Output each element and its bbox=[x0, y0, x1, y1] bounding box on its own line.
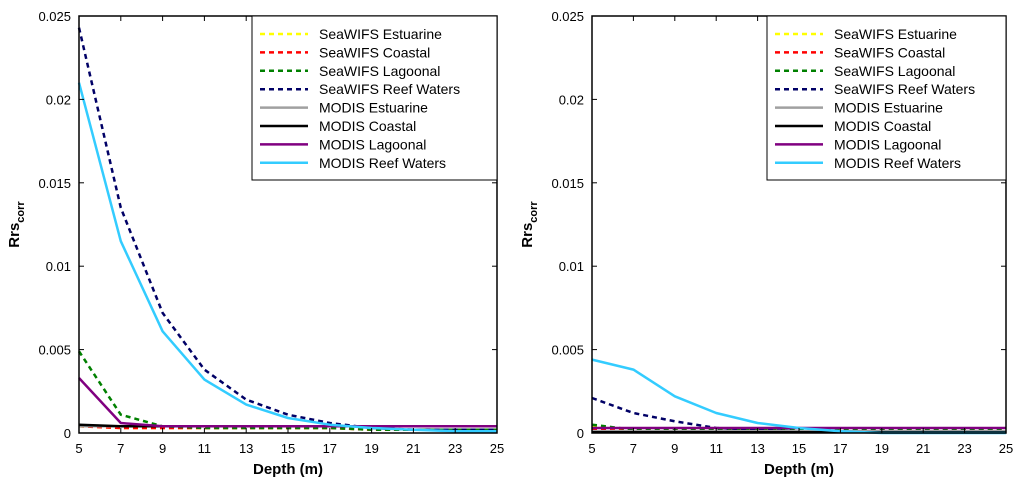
x-tick-label: 19 bbox=[364, 441, 378, 456]
legend-box bbox=[766, 15, 1007, 181]
legend-label: SeaWIFS Reef Waters bbox=[319, 81, 460, 97]
legend-box bbox=[251, 15, 498, 181]
x-tick-label: 5 bbox=[588, 441, 595, 456]
legend-label: MODIS Estuarine bbox=[319, 100, 428, 116]
x-tick-label: 23 bbox=[957, 441, 971, 456]
y-tick-label: 0.02 bbox=[559, 92, 584, 107]
x-tick-label: 21 bbox=[406, 441, 420, 456]
x-tick-label: 17 bbox=[323, 441, 337, 456]
x-tick-label: 11 bbox=[709, 441, 723, 456]
x-tick-label: 21 bbox=[916, 441, 930, 456]
y-tick-label: 0.025 bbox=[551, 9, 584, 24]
x-axis-title: Depth (m) bbox=[253, 461, 323, 478]
y-tick-label: 0.015 bbox=[38, 176, 71, 191]
legend-label: SeaWIFS Coastal bbox=[319, 44, 430, 60]
x-tick-label: 13 bbox=[239, 441, 253, 456]
x-tick-label: 5 bbox=[75, 441, 82, 456]
x-tick-label: 9 bbox=[671, 441, 678, 456]
legend-label: MODIS Reef Waters bbox=[319, 155, 446, 171]
y-tick-label: 0.005 bbox=[551, 343, 584, 358]
series-line-modis-reef-waters bbox=[77, 82, 497, 433]
series-line-seawifs-reef-waters bbox=[591, 396, 1006, 433]
x-tick-label: 7 bbox=[117, 441, 124, 456]
series-group bbox=[591, 358, 1006, 435]
y-axis-title-main: Rrs bbox=[519, 223, 536, 248]
y-axis-title-main: Rrs bbox=[6, 223, 23, 248]
legend-label: MODIS Lagoonal bbox=[834, 136, 941, 152]
y-tick-label: 0.025 bbox=[38, 9, 71, 24]
y-tick-label: 0.01 bbox=[46, 259, 71, 274]
chart-left: 5 7 9 11 13 15 17 19 21 23 25 0 0.005 0.01 0.015 0.02 0.… bbox=[6, 9, 504, 478]
legend-label: SeaWIFS Lagoonal bbox=[834, 63, 955, 79]
y-tick-label: 0 bbox=[577, 426, 584, 441]
legend: SeaWIFS Estuarine SeaWIFS Coastal SeaWIFS … bbox=[251, 15, 498, 181]
y-tick-label: 0.015 bbox=[551, 176, 584, 191]
legend-label: SeaWIFS Coastal bbox=[834, 44, 945, 60]
x-tick-label: 15 bbox=[281, 441, 295, 456]
chart-right: 5 7 9 11 13 15 17 19 21 23 25 0 0.005 0.01 0.015 0.02 0.… bbox=[519, 9, 1013, 478]
x-tick-label: 25 bbox=[999, 441, 1013, 456]
legend-label: SeaWIFS Estuarine bbox=[319, 26, 442, 42]
y-axis-title: Rrscorr bbox=[6, 201, 27, 248]
legend-label: MODIS Estuarine bbox=[834, 100, 943, 116]
legend: SeaWIFS Estuarine SeaWIFS Coastal SeaWIFS … bbox=[766, 15, 1007, 181]
legend-label: MODIS Reef Waters bbox=[834, 155, 961, 171]
legend-label: MODIS Coastal bbox=[319, 118, 416, 134]
legend-label: SeaWIFS Lagoonal bbox=[319, 63, 440, 79]
y-tick-label: 0.005 bbox=[38, 343, 71, 358]
y-tick-label: 0.01 bbox=[559, 259, 584, 274]
legend-label: SeaWIFS Estuarine bbox=[834, 26, 957, 42]
x-tick-label: 9 bbox=[159, 441, 166, 456]
legend-label: SeaWIFS Reef Waters bbox=[834, 81, 975, 97]
x-tick-label: 19 bbox=[875, 441, 889, 456]
y-axis-title: Rrscorr bbox=[519, 201, 540, 248]
y-tick-label: 0.02 bbox=[46, 92, 71, 107]
x-tick-label: 17 bbox=[833, 441, 847, 456]
legend-label: MODIS Coastal bbox=[834, 118, 931, 134]
x-tick-label: 13 bbox=[750, 441, 764, 456]
x-tick-label: 7 bbox=[630, 441, 637, 456]
x-tick-label: 25 bbox=[490, 441, 504, 456]
series-line-modis-reef-waters bbox=[591, 358, 1006, 435]
y-axis-title-subscript: corr bbox=[15, 201, 27, 223]
x-tick-label: 23 bbox=[448, 441, 462, 456]
x-axis-title: Depth (m) bbox=[764, 461, 834, 478]
x-tick-label: 11 bbox=[198, 441, 212, 456]
y-axis-title-subscript: corr bbox=[528, 201, 540, 223]
x-tick-label: 15 bbox=[792, 441, 806, 456]
legend-label: MODIS Lagoonal bbox=[319, 136, 426, 152]
series-line-modis-lagoonal bbox=[78, 377, 497, 428]
y-tick-label: 0 bbox=[64, 426, 71, 441]
